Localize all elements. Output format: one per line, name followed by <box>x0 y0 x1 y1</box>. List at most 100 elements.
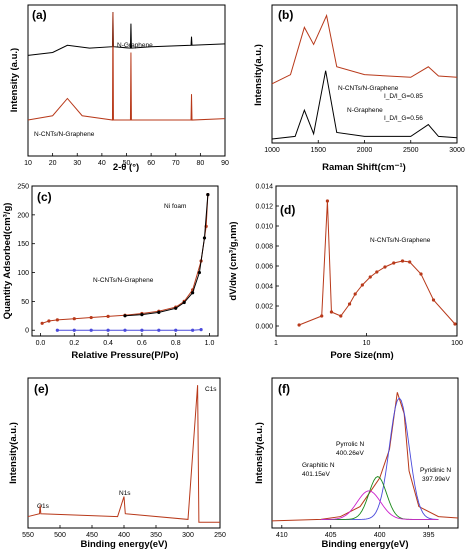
panel-c-label: (c) <box>37 190 52 204</box>
x-tick-label: 60 <box>147 160 155 167</box>
data-point <box>157 310 161 314</box>
data-point <box>329 310 334 314</box>
x-tick-label: 90 <box>221 160 229 167</box>
x-tick-label: 40 <box>98 160 106 167</box>
x-tick-label: 0.4 <box>103 340 113 347</box>
data-point <box>55 328 59 332</box>
x-tick-label: 10 <box>363 340 371 347</box>
data-point <box>123 328 127 332</box>
panel-d-label-ncnts: N-CNTs/N-Graphene <box>370 237 431 244</box>
data-point <box>191 291 195 295</box>
x-tick-label: 300 <box>182 532 194 539</box>
data-point <box>297 323 301 327</box>
data-point <box>339 314 343 318</box>
y-tick-label: 100 <box>17 270 29 277</box>
data-point <box>140 313 144 317</box>
x-tick-label: 0.8 <box>171 340 181 347</box>
panel-f-xlabel: Binding energy(eV) <box>321 539 408 550</box>
series-line <box>57 329 202 331</box>
x-tick-label: 2000 <box>357 147 373 154</box>
series-line <box>271 70 458 140</box>
panel-f-ylabel: Intensity(a.u.) <box>254 422 265 484</box>
data-point <box>199 328 203 332</box>
panel-b-label-ngraphene: N-Graphene <box>347 107 383 114</box>
x-tick-label: 410 <box>276 532 288 539</box>
data-point <box>47 319 51 323</box>
panel-a-xlabel: 2-θ (°) <box>113 162 139 173</box>
x-tick-label: 400 <box>374 532 386 539</box>
panel-b: (b) Raman Shift(cm⁻¹) Intensity(a.u.) N-… <box>253 4 465 173</box>
panel-b-plot: 1000 1500 2000 2500 3000 <box>264 13 465 154</box>
data-point <box>353 292 357 296</box>
panel-e-ylabel: Intensity(a.u.) <box>8 422 19 484</box>
y-tick-label: 0.010 <box>255 224 273 231</box>
y-tick-label: 250 <box>17 184 29 191</box>
data-point <box>453 322 457 326</box>
x-tick-label: 2500 <box>403 147 419 154</box>
data-point <box>106 328 110 332</box>
x-tick-label: 1 <box>274 340 278 347</box>
data-point <box>174 328 178 332</box>
y-tick-label: 0.002 <box>255 304 273 311</box>
x-tick-label: 100 <box>451 340 463 347</box>
data-point <box>89 328 93 332</box>
data-point <box>408 260 412 264</box>
data-point <box>123 314 127 318</box>
panel-f-comp-pyrrolic-name: Pyrrolic N <box>336 441 364 448</box>
data-point <box>419 272 423 276</box>
panel-f-comp-pyridinic-name: Pyridinic N <box>420 467 451 474</box>
data-point <box>375 270 379 274</box>
panel-b-ratio-ncnts: I_D/I_G=0.85 <box>384 93 423 100</box>
x-tick-label: 30 <box>73 160 81 167</box>
panel-f-comp-pyrrolic-value: 400.26eV <box>336 450 364 457</box>
series-line <box>27 12 226 121</box>
series-line <box>124 194 209 317</box>
panel-e-xlabel: Binding energy(eV) <box>80 539 167 550</box>
data-point <box>383 265 387 269</box>
panel-a-ylabel: Intensity (a.u.) <box>9 48 20 112</box>
data-point <box>431 298 436 302</box>
panel-d-ylabel: dV/dw (cm³/g,nm) <box>228 221 239 300</box>
x-tick-label: 1.0 <box>205 340 215 347</box>
panel-b-ylabel: Intensity(a.u.) <box>253 44 264 106</box>
panel-e-plot: 550 500 450 400 350 300 250 <box>22 385 226 539</box>
data-point <box>360 283 364 287</box>
panel-f-frame <box>271 377 459 529</box>
data-point <box>325 199 330 203</box>
x-tick-label: 3000 <box>449 147 465 154</box>
data-point <box>400 259 405 263</box>
data-point <box>40 321 44 325</box>
y-tick-label: 200 <box>17 212 29 219</box>
data-point <box>320 314 324 318</box>
panel-b-xlabel: Raman Shift(cm⁻¹) <box>322 162 406 173</box>
panel-a-label: (a) <box>32 8 47 22</box>
x-tick-label: 10 <box>24 160 32 167</box>
component-curve <box>320 476 439 520</box>
x-tick-label: 20 <box>49 160 57 167</box>
y-tick-label: 0.012 <box>255 204 273 211</box>
panel-e: (e) Binding energy(eV) Intensity(a.u.) O… <box>8 377 226 550</box>
y-tick-label: 150 <box>17 241 29 248</box>
component-curve <box>320 490 439 520</box>
series-line <box>27 12 226 56</box>
panel-d-frame <box>275 185 458 337</box>
panel-a: (a) 2-θ (°) Intensity (a.u.) N-Graphene … <box>9 4 229 173</box>
x-tick-label: 0.2 <box>69 340 79 347</box>
panel-e-label: (e) <box>34 382 49 396</box>
x-tick-label: 450 <box>86 532 98 539</box>
x-tick-label: 80 <box>196 160 204 167</box>
x-tick-label: 0.6 <box>137 340 147 347</box>
panel-f: (f) Binding energy(eV) Intensity(a.u.) P… <box>254 377 459 550</box>
panel-c: (c) Relative Pressure(P/Po) Quantity Ads… <box>2 184 219 361</box>
data-point <box>140 328 144 332</box>
panel-d-xlabel: Pore Size(nm) <box>330 350 393 361</box>
data-point <box>368 275 372 279</box>
series-line <box>41 194 209 324</box>
x-tick-label: 405 <box>325 532 337 539</box>
data-point <box>89 315 93 320</box>
x-tick-label: 1500 <box>310 147 326 154</box>
panel-e-peak-n1s: N1s <box>119 490 131 497</box>
panel-f-comp-graphitic-value: 401.15eV <box>302 471 330 478</box>
data-point <box>106 314 110 318</box>
